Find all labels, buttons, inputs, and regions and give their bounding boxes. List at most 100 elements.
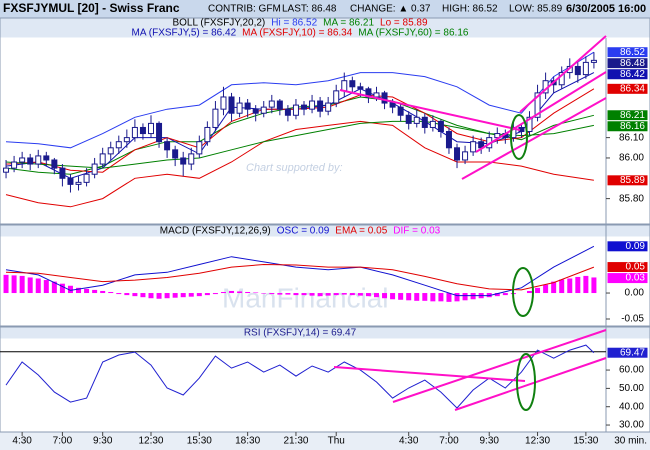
legend-strip xyxy=(0,225,650,237)
y-tick-label: 0.00 xyxy=(625,288,645,299)
histogram-bar xyxy=(269,293,275,295)
candle-body xyxy=(333,90,340,104)
histogram-bar xyxy=(156,293,162,299)
header-item: LAST: 86.48 xyxy=(282,4,337,15)
candle-body xyxy=(204,126,211,143)
histogram-bar xyxy=(196,293,202,297)
value-label: 86.21 xyxy=(620,110,645,121)
histogram-bar xyxy=(164,293,170,299)
histogram-bar xyxy=(454,293,460,302)
candle-body xyxy=(91,163,98,175)
candle-body xyxy=(325,102,332,112)
histogram-bar xyxy=(559,279,565,294)
histogram-bar xyxy=(373,293,379,298)
candle-body xyxy=(437,120,444,133)
x-tick-label: 15:30 xyxy=(573,436,598,447)
candle-body xyxy=(349,80,356,88)
histogram-bar xyxy=(204,293,210,296)
histogram-bar xyxy=(526,290,532,294)
histogram-bar xyxy=(446,293,452,302)
histogram-bar xyxy=(124,293,130,296)
histogram-bar xyxy=(591,277,597,294)
histogram-bar xyxy=(11,275,17,294)
candle-body xyxy=(164,141,171,151)
trend-line xyxy=(475,71,607,153)
legend-entry: MA (FXSFJY,10) = 86.34 xyxy=(242,28,353,39)
legend-entry: MA (FXSFJY,60) = 86.16 xyxy=(358,28,469,39)
value-label-box xyxy=(606,174,649,187)
histogram-bar xyxy=(382,293,388,299)
y-tick-label: 85.80 xyxy=(619,193,644,204)
histogram-bar xyxy=(261,293,267,294)
candle-body xyxy=(115,141,122,149)
legend-entry: EMA = 0.05 xyxy=(335,226,387,237)
y-tick-label: 50.00 xyxy=(619,383,644,394)
x-tick-label: 7:00 xyxy=(439,436,459,447)
candle-body xyxy=(180,157,187,165)
histogram-bar xyxy=(438,293,444,302)
candle-body xyxy=(276,100,283,110)
candle-body xyxy=(389,102,396,108)
histogram-bar xyxy=(84,288,90,294)
histogram-bar xyxy=(19,275,25,294)
candle-body xyxy=(19,157,26,163)
y-tick-label: 40.00 xyxy=(619,401,644,412)
series-line xyxy=(5,245,595,297)
histogram-bar xyxy=(277,293,283,295)
legend-entry: MA = 86.21 xyxy=(323,18,374,29)
histogram-bar xyxy=(172,293,178,298)
histogram-bar xyxy=(3,274,9,294)
histogram-bar xyxy=(132,293,138,297)
histogram-bar xyxy=(116,293,122,295)
trend-line xyxy=(392,329,607,403)
histogram-bar xyxy=(398,293,404,300)
legend-strip xyxy=(0,18,650,38)
macd-panel xyxy=(0,224,650,327)
histogram-bar xyxy=(76,287,82,294)
candle-body xyxy=(236,102,243,114)
candle-body xyxy=(244,102,251,110)
candle-body xyxy=(462,151,469,161)
histogram-bar xyxy=(51,281,57,294)
x-tick-label: 7:00 xyxy=(53,436,73,447)
y-tick-label: 60.00 xyxy=(619,365,644,376)
value-label-box xyxy=(606,272,649,285)
legend-entry: DIF = 0.03 xyxy=(393,226,440,237)
candle-body xyxy=(357,86,364,90)
trend-line xyxy=(333,366,526,382)
header-item: LOW: 85.89 xyxy=(509,4,563,15)
value-label: 0.09 xyxy=(626,241,646,252)
highlight-ellipse xyxy=(512,267,534,317)
histogram-bar xyxy=(67,285,73,294)
histogram-bar xyxy=(237,291,243,294)
series-line xyxy=(5,344,595,409)
candle-body xyxy=(99,153,106,165)
value-label: 86.48 xyxy=(620,58,645,69)
candle-body xyxy=(292,104,299,116)
candle-body xyxy=(252,108,259,114)
legend-row: RSI (FXSFJY,14) = 69.47 xyxy=(244,328,357,339)
highlight-ellipse xyxy=(516,353,536,411)
histogram-bar xyxy=(502,293,508,296)
histogram-bar xyxy=(27,277,33,294)
legend-row: BOLL (FXSFJY,20,2) Hi = 86.52 MA = 86.21 Lo… xyxy=(172,18,428,29)
x-tick-label: 21:30 xyxy=(283,436,308,447)
candle-body xyxy=(317,100,324,112)
histogram-bar xyxy=(212,293,218,295)
histogram-bar xyxy=(430,293,436,302)
value-label-box xyxy=(606,120,649,133)
histogram-bar xyxy=(180,293,186,298)
histogram-bar xyxy=(543,284,549,294)
candle-body xyxy=(309,100,316,110)
x-tick-label: 9:30 xyxy=(93,436,113,447)
series-line xyxy=(5,263,595,291)
candle-body xyxy=(268,100,275,108)
candle-body xyxy=(43,155,50,161)
legend-row: MACD (FXSFJY,12,26,9) OSC = 0.09 EMA = 0.0… xyxy=(160,226,441,237)
candle-body xyxy=(284,108,291,116)
trend-line xyxy=(339,89,521,131)
candle-body xyxy=(139,126,146,135)
header-bar xyxy=(0,0,650,18)
